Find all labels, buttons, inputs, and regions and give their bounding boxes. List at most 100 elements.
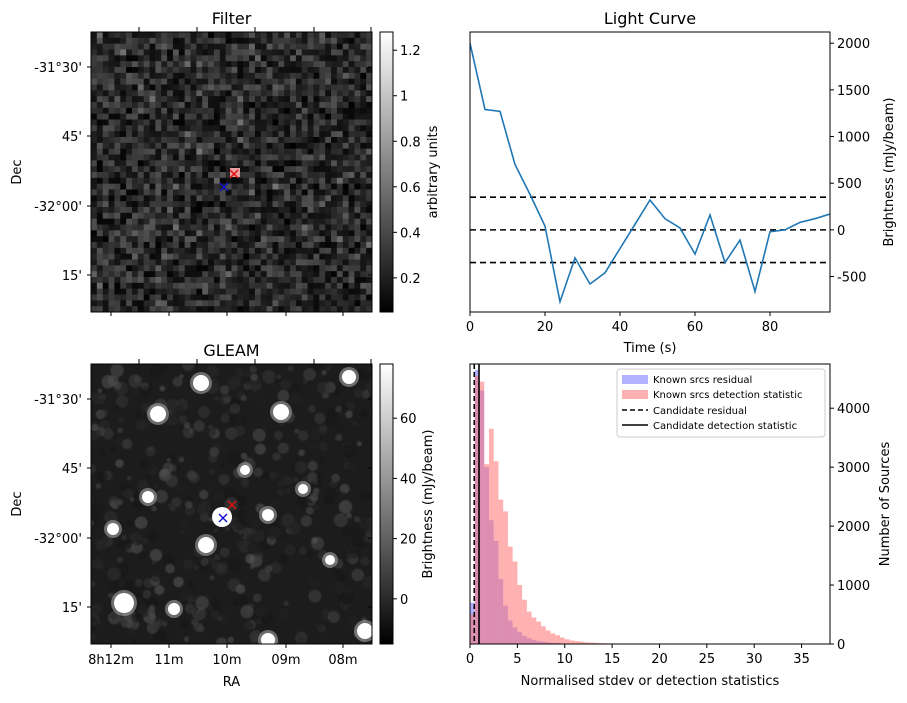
filter-pixel <box>144 79 150 85</box>
filter-pixel <box>226 96 232 102</box>
filter-pixel <box>284 277 290 283</box>
filter-pixel <box>196 114 202 120</box>
filter-pixel <box>232 143 238 149</box>
lc-x-tick-label: 20 <box>537 320 554 335</box>
filter-pixel <box>272 137 278 143</box>
gleam-source <box>193 375 209 391</box>
filter-pixel <box>302 265 308 271</box>
filter-pixel <box>220 201 226 207</box>
filter-pixel <box>226 125 232 131</box>
gleam-noise-blob <box>180 530 184 534</box>
filter-pixel <box>319 73 325 79</box>
filter-pixel <box>284 219 290 225</box>
filter-pixel <box>144 195 150 201</box>
filter-pixel <box>126 73 132 79</box>
filter-pixel <box>290 125 296 131</box>
filter-pixel <box>337 55 343 61</box>
filter-pixel <box>138 108 144 114</box>
filter-pixel <box>103 236 109 242</box>
filter-pixel <box>261 289 267 295</box>
filter-pixel <box>179 79 185 85</box>
filter-pixel <box>179 271 185 277</box>
filter-pixel <box>360 242 366 248</box>
filter-pixel <box>185 283 191 289</box>
filter-pixel <box>249 283 255 289</box>
filter-pixel <box>167 195 173 201</box>
hist-x-tick-label: 10 <box>556 652 573 667</box>
filter-pixel <box>313 67 319 73</box>
gleam-noise-blob <box>91 424 98 431</box>
filter-pixel <box>249 114 255 120</box>
filter-pixel <box>232 125 238 131</box>
filter-pixel <box>138 265 144 271</box>
filter-pixel <box>173 90 179 96</box>
gleam-noise-blob <box>235 539 244 548</box>
filter-pixel <box>161 236 167 242</box>
filter-pixel <box>214 230 220 236</box>
filter-pixel <box>173 260 179 266</box>
filter-pixel <box>226 32 232 38</box>
filter-pixel <box>91 102 97 108</box>
filter-pixel <box>296 102 302 108</box>
filter-pixel <box>313 61 319 67</box>
filter-pixel <box>91 32 97 38</box>
filter-pixel <box>161 172 167 178</box>
gleam-noise-blob <box>149 447 153 451</box>
filter-pixel <box>296 67 302 73</box>
filter-pixel <box>150 230 156 236</box>
gleam-x-tick-label: 10m <box>212 653 241 668</box>
filter-pixel <box>91 190 97 196</box>
filter-pixel <box>331 120 337 126</box>
filter-pixel <box>325 184 331 190</box>
filter-pixel <box>208 125 214 131</box>
filter-pixel <box>173 248 179 254</box>
gleam-noise-blob <box>283 601 288 606</box>
filter-pixel <box>208 277 214 283</box>
filter-pixel <box>220 195 226 201</box>
filter-pixel <box>308 271 314 277</box>
filter-pixel <box>97 102 103 108</box>
gleam-noise-blob <box>131 387 140 396</box>
filter-pixel <box>290 149 296 155</box>
filter-pixel <box>138 38 144 44</box>
filter-pixel <box>150 108 156 114</box>
filter-pixel <box>132 277 138 283</box>
filter-pixel <box>302 96 308 102</box>
filter-pixel <box>155 184 161 190</box>
gleam-noise-blob <box>316 423 329 436</box>
filter-pixel <box>232 283 238 289</box>
filter-pixel <box>208 265 214 271</box>
filter-pixel <box>191 195 197 201</box>
filter-pixel <box>308 79 314 85</box>
filter-pixel <box>255 85 261 91</box>
filter-pixel <box>343 277 349 283</box>
filter-pixel <box>214 73 220 79</box>
filter-pixel <box>313 201 319 207</box>
filter-pixel <box>272 55 278 61</box>
filter-pixel <box>313 79 319 85</box>
filter-pixel <box>337 32 343 38</box>
filter-pixel <box>237 149 243 155</box>
filter-pixel <box>126 137 132 143</box>
filter-pixel <box>290 79 296 85</box>
filter-pixel <box>267 137 273 143</box>
filter-pixel <box>103 300 109 306</box>
filter-pixel <box>196 143 202 149</box>
filter-pixel <box>267 277 273 283</box>
filter-pixel <box>208 295 214 301</box>
filter-pixel <box>114 295 120 301</box>
filter-pixel <box>191 120 197 126</box>
filter-pixel <box>243 149 249 155</box>
filter-pixel <box>91 90 97 96</box>
filter-pixel <box>331 155 337 161</box>
filter-pixel <box>331 166 337 172</box>
filter-pixel <box>278 90 284 96</box>
filter-pixel <box>343 184 349 190</box>
filter-pixel <box>220 254 226 260</box>
filter-pixel <box>296 32 302 38</box>
filter-pixel <box>261 55 267 61</box>
filter-pixel <box>103 265 109 271</box>
filter-pixel <box>232 271 238 277</box>
filter-pixel <box>349 102 355 108</box>
filter-pixel <box>360 289 366 295</box>
